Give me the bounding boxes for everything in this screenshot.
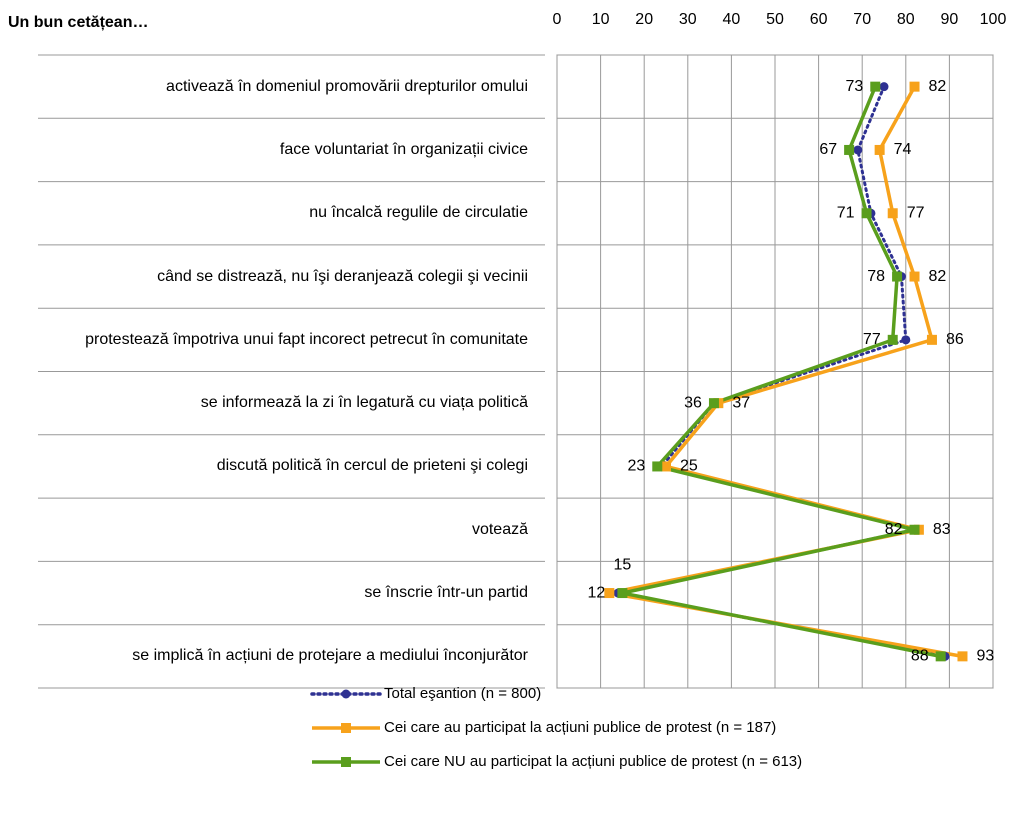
- data-label: 25: [680, 458, 698, 475]
- x-tick-label: 50: [766, 11, 784, 28]
- x-tick-label: 10: [592, 11, 610, 28]
- x-tick-label: 70: [853, 11, 871, 28]
- point: [957, 651, 968, 662]
- series-line: [622, 85, 942, 659]
- point: [844, 144, 855, 155]
- data-label: 37: [732, 394, 750, 411]
- x-tick-label: 80: [897, 11, 915, 28]
- data-label: 88: [911, 648, 929, 665]
- legend-label: Cei care au participat la acțiuni public…: [384, 719, 776, 736]
- x-tick-label: 0: [553, 11, 562, 28]
- data-label: 93: [976, 648, 994, 665]
- legend-marker: [341, 723, 351, 733]
- point: [604, 588, 615, 599]
- chart-title: Un bun cetățean…: [8, 14, 149, 31]
- category-label: protestează împotriva unui fapt incorect…: [85, 330, 528, 348]
- point: [909, 271, 920, 282]
- x-tick-label: 90: [941, 11, 959, 28]
- legend-marker: [341, 757, 351, 767]
- point: [652, 461, 663, 472]
- x-tick-label: 20: [635, 11, 653, 28]
- data-label: 23: [627, 458, 645, 475]
- point: [887, 208, 898, 219]
- data-label: 77: [863, 331, 881, 348]
- data-label: 83: [933, 521, 951, 538]
- point: [935, 651, 946, 662]
- data-label: 86: [946, 331, 964, 348]
- point: [661, 461, 671, 472]
- category-label: discută politică în cercul de prieteni ş…: [216, 457, 528, 475]
- data-label: 15: [614, 556, 632, 573]
- point: [708, 398, 719, 409]
- point: [887, 334, 898, 345]
- data-label: 67: [819, 141, 837, 158]
- data-label: 74: [894, 141, 912, 158]
- legend-label: Cei care NU au participat la acțiuni pub…: [384, 753, 802, 770]
- data-label: 82: [885, 521, 903, 538]
- data-label: 82: [929, 268, 947, 285]
- point: [617, 588, 628, 599]
- category-label: nu încalcă regulile de circulatie: [309, 204, 528, 222]
- category-label: face voluntariat în organizații civice: [279, 140, 528, 158]
- point: [879, 82, 889, 92]
- x-tick-label: 100: [980, 11, 1007, 28]
- data-label: 82: [929, 78, 947, 95]
- x-tick-label: 60: [810, 11, 828, 28]
- category-label: se înscrie într-un partid: [364, 584, 528, 602]
- category-label: se informează la zi în legatură cu viața…: [200, 394, 528, 412]
- point: [861, 208, 872, 219]
- category-label: când se distrează, nu îşi deranjează col…: [157, 267, 528, 285]
- category-label: se implică în acțiuni de protejare a med…: [132, 647, 528, 665]
- point: [909, 524, 920, 535]
- legend-label: Total eşantion (n = 800): [384, 685, 541, 702]
- x-tick-label: 40: [723, 11, 741, 28]
- point: [853, 145, 863, 155]
- point: [909, 81, 920, 92]
- data-label: 78: [867, 268, 885, 285]
- point: [870, 81, 881, 92]
- data-label: 73: [845, 78, 863, 95]
- data-label: 71: [837, 204, 855, 221]
- category-label: activează în domeniul promovării dreptur…: [166, 77, 528, 95]
- point: [901, 335, 911, 345]
- point: [926, 334, 937, 345]
- legend-marker: [341, 689, 351, 699]
- category-label: votează: [471, 520, 528, 538]
- x-tick-label: 30: [679, 11, 697, 28]
- point: [874, 144, 885, 155]
- data-label: 77: [907, 204, 925, 221]
- point: [892, 271, 903, 282]
- data-label: 12: [588, 584, 606, 601]
- data-label: 36: [684, 394, 702, 411]
